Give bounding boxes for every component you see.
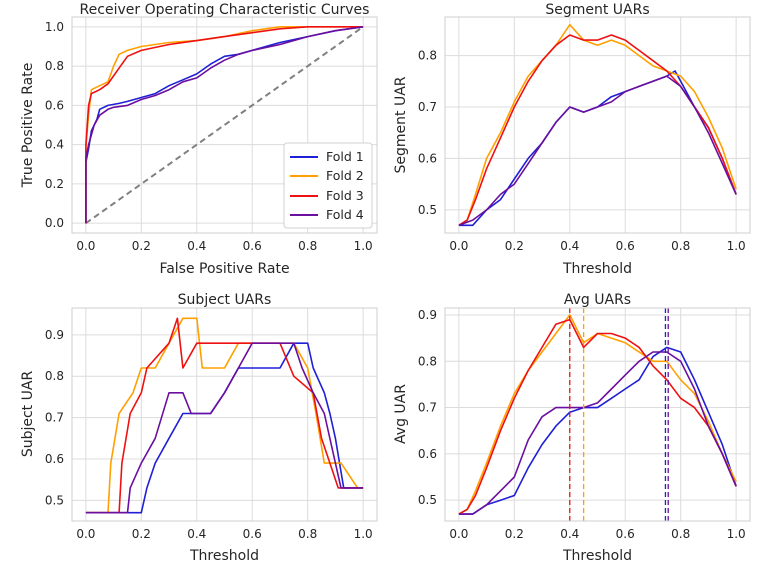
x-tick-label: 0.4 [560,239,579,253]
roc-legend: Fold 1 Fold 2 Fold 3 Fold 4 [283,142,373,229]
avg-ticks: 0.0 0.2 0.4 0.6 0.8 1.0 0.5 0.6 0.7 0.8 0.9 [418,308,746,541]
y-tick-label: 0.4 [45,138,64,152]
segment-marks [458,23,737,227]
segment-title: Segment UARs [545,2,649,18]
roc-marks [85,26,364,224]
x-tick-label: 0.8 [298,527,317,541]
x-tick-label: 0.6 [243,527,262,541]
x-tick-label: 0.4 [560,527,579,541]
x-tick-label: 0.0 [449,239,468,253]
x-tick-label: 1.0 [727,239,746,253]
series-line-fold2 [458,314,737,515]
x-tick-label: 0.2 [505,239,524,253]
segment-ylabel: Segment UAR [393,76,409,173]
segment-ticks: 0.0 0.2 0.4 0.6 0.8 1.0 0.5 0.6 0.7 0.8 [418,49,746,253]
segment-frame [444,16,751,234]
legend-label-fold3: Fold 3 [326,188,364,203]
segment-xlabel: Threshold [562,261,632,277]
series-line-fold3 [458,318,737,515]
subject-ylabel: Subject UAR [20,371,36,458]
subject-frame [71,307,378,522]
x-tick-label: 0.0 [76,527,95,541]
roc-panel: 0.0 0.2 0.4 0.6 0.8 1.0 0.0 0.2 0.4 0.6 0.8 1.0 Rec… [20,2,378,277]
x-tick-label: 1.0 [354,239,373,253]
series-line-fold1 [85,342,364,514]
roc-ylabel: True Positive Rate [20,63,36,189]
y-tick-label: 0.5 [45,493,64,507]
legend-label-fold1: Fold 1 [326,149,364,164]
subject-panel: 0.0 0.2 0.4 0.6 0.8 1.0 0.5 0.6 0.7 0.8 0.9 Subjec… [20,292,378,564]
x-tick-label: 0.4 [187,527,206,541]
series-line-fold2 [458,23,737,226]
series-line-fold4 [85,342,364,514]
avg-frame [444,307,751,522]
legend-label-fold2: Fold 2 [326,168,364,183]
series-line-fold3 [85,26,364,224]
x-tick-label: 0.6 [616,239,635,253]
x-tick-label: 1.0 [354,527,373,541]
avg-ylabel: Avg UAR [393,384,409,444]
x-tick-label: 0.6 [243,239,262,253]
legend-label-fold4: Fold 4 [326,207,364,222]
y-tick-label: 0.7 [45,411,64,425]
avg-panel: 0.0 0.2 0.4 0.6 0.8 1.0 0.5 0.6 0.7 0.8 0.9 Avg UA… [393,292,751,564]
x-tick-label: 0.6 [616,527,635,541]
y-tick-label: 0.9 [418,308,437,322]
subject-plot-area [72,308,377,521]
x-tick-label: 0.2 [132,527,151,541]
subject-marks [85,317,364,514]
y-tick-label: 0.5 [418,493,437,507]
series-line-fold4 [458,75,737,227]
y-tick-label: 0.7 [418,100,437,114]
subject-title: Subject UARs [178,292,272,308]
y-tick-label: 0.8 [418,49,437,63]
y-tick-label: 0.6 [418,151,437,165]
y-tick-label: 0.5 [418,203,437,217]
legend-box [283,142,373,229]
series-line-fold3 [85,317,364,514]
segment-plot-area [445,17,750,233]
y-tick-label: 0.6 [418,447,437,461]
y-tick-label: 0.6 [45,98,64,112]
avg-xlabel: Threshold [562,548,632,564]
x-tick-label: 0.8 [298,239,317,253]
subject-ticks: 0.0 0.2 0.4 0.6 0.8 1.0 0.5 0.6 0.7 0.8 0.9 [45,328,373,541]
x-tick-label: 0.8 [671,527,690,541]
roc-grid [72,17,377,233]
y-tick-label: 0.8 [45,369,64,383]
roc-frame [71,16,378,234]
series-line-fold4 [458,351,737,515]
y-tick-label: 0.8 [45,59,64,73]
x-tick-label: 0.0 [449,527,468,541]
y-tick-label: 0.6 [45,452,64,466]
x-tick-label: 0.2 [505,527,524,541]
x-tick-label: 1.0 [727,527,746,541]
x-tick-label: 0.0 [76,239,95,253]
x-tick-label: 0.2 [132,239,151,253]
x-tick-label: 0.8 [671,239,690,253]
y-tick-label: 0.7 [418,401,437,415]
roc-title: Receiver Operating Characteristic Curves [80,2,370,18]
series-line-fold1 [458,346,737,515]
x-tick-label: 0.4 [187,239,206,253]
subject-xlabel: Threshold [189,548,259,564]
y-tick-label: 0.2 [45,177,64,191]
y-tick-label: 1.0 [45,20,64,34]
series-line-fold4 [85,26,364,224]
roc-xlabel: False Positive Rate [159,261,289,277]
chance-diagonal [85,26,364,224]
y-tick-label: 0.0 [45,216,64,230]
roc-ticks: 0.0 0.2 0.4 0.6 0.8 1.0 0.0 0.2 0.4 0.6 0.8 1.0 [45,20,373,253]
y-tick-label: 0.9 [45,328,64,342]
segment-panel: 0.0 0.2 0.4 0.6 0.8 1.0 0.5 0.6 0.7 0.8 Segment U… [393,2,751,277]
avg-marks [458,308,737,521]
y-tick-label: 0.8 [418,354,437,368]
avg-title: Avg UARs [564,292,631,308]
